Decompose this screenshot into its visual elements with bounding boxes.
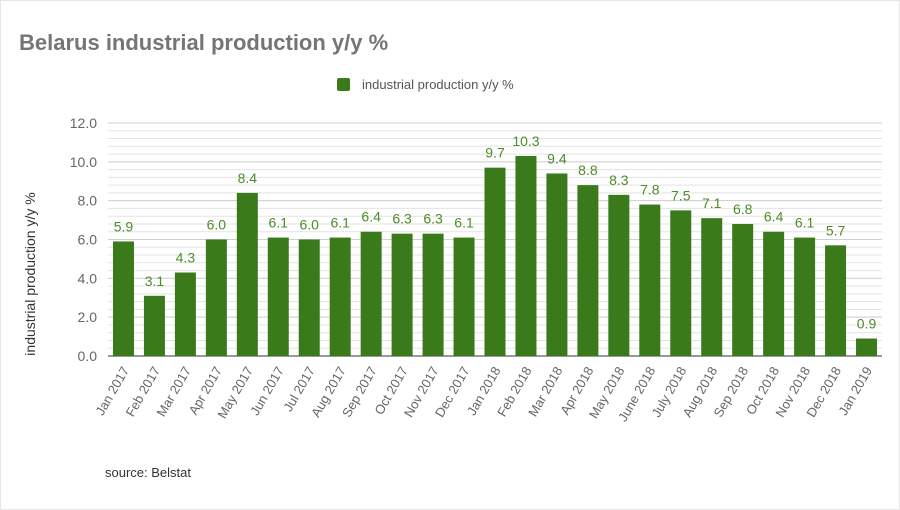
data-label: 10.3 — [512, 133, 539, 149]
data-label: 6.3 — [392, 211, 412, 227]
bar-jun-2017 — [267, 237, 289, 356]
bar-mar-2017 — [174, 272, 196, 356]
bar-jan-2017 — [112, 241, 134, 356]
bar-jan-2018 — [484, 167, 506, 356]
y-tick-label: 8.0 — [78, 193, 98, 209]
data-label: 5.7 — [826, 222, 846, 238]
legend-label: industrial production y/y % — [362, 77, 514, 92]
data-label: 8.3 — [609, 172, 629, 188]
chart-title: Belarus industrial production y/y % — [19, 30, 389, 55]
bar-oct-2018 — [763, 231, 785, 356]
bar-dec-2018 — [825, 245, 847, 356]
source-note: source: Belstat — [105, 465, 191, 480]
legend-swatch — [337, 78, 350, 91]
y-tick-label: 6.0 — [78, 232, 98, 248]
bar-feb-2017 — [143, 295, 165, 356]
bar-jul-2017 — [298, 239, 320, 356]
bar-dec-2017 — [453, 237, 475, 356]
y-tick-label: 12.0 — [70, 115, 97, 131]
data-label: 6.0 — [300, 217, 320, 233]
data-label: 6.3 — [423, 211, 443, 227]
legend: industrial production y/y % — [337, 77, 514, 92]
data-label: 7.8 — [640, 182, 660, 198]
bar-july-2018 — [670, 210, 692, 356]
data-label: 6.1 — [454, 215, 474, 231]
data-label: 8.4 — [238, 170, 258, 186]
data-label: 6.0 — [207, 217, 227, 233]
bar-june-2018 — [639, 204, 661, 356]
data-label: 8.8 — [578, 162, 598, 178]
data-label: 6.4 — [361, 209, 381, 225]
data-label: 6.8 — [733, 201, 753, 217]
bar-apr-2017 — [205, 239, 227, 356]
data-label: 3.1 — [145, 273, 165, 289]
data-label: 6.4 — [764, 209, 784, 225]
data-label: 7.5 — [671, 187, 691, 203]
data-label: 6.1 — [330, 215, 350, 231]
bar-mar-2018 — [546, 173, 568, 356]
bar-aug-2017 — [329, 237, 351, 356]
bar-may-2017 — [236, 192, 258, 356]
bar-aug-2018 — [701, 218, 723, 356]
y-tick-label: 0.0 — [78, 348, 98, 364]
data-label: 9.4 — [547, 150, 567, 166]
bar-sep-2018 — [732, 223, 754, 356]
y-tick-label: 4.0 — [78, 270, 98, 286]
y-tick-label: 10.0 — [70, 154, 97, 170]
bar-apr-2018 — [577, 185, 599, 356]
bar-may-2018 — [608, 194, 630, 356]
data-label: 4.3 — [176, 250, 196, 266]
bar-oct-2017 — [391, 233, 413, 356]
bar-jan-2019 — [856, 338, 878, 356]
data-label: 7.1 — [702, 195, 722, 211]
data-label: 6.1 — [269, 215, 289, 231]
bar-nov-2017 — [422, 233, 444, 356]
bar-feb-2018 — [515, 156, 537, 356]
bar-sep-2017 — [360, 231, 382, 356]
y-tick-label: 2.0 — [78, 309, 98, 325]
data-label: 6.1 — [795, 215, 815, 231]
data-label: 5.9 — [114, 218, 134, 234]
data-label: 9.7 — [485, 145, 505, 161]
y-axis-title: industrial production y/y % — [22, 192, 38, 355]
data-label: 0.9 — [857, 316, 877, 332]
bar-nov-2018 — [794, 237, 816, 356]
